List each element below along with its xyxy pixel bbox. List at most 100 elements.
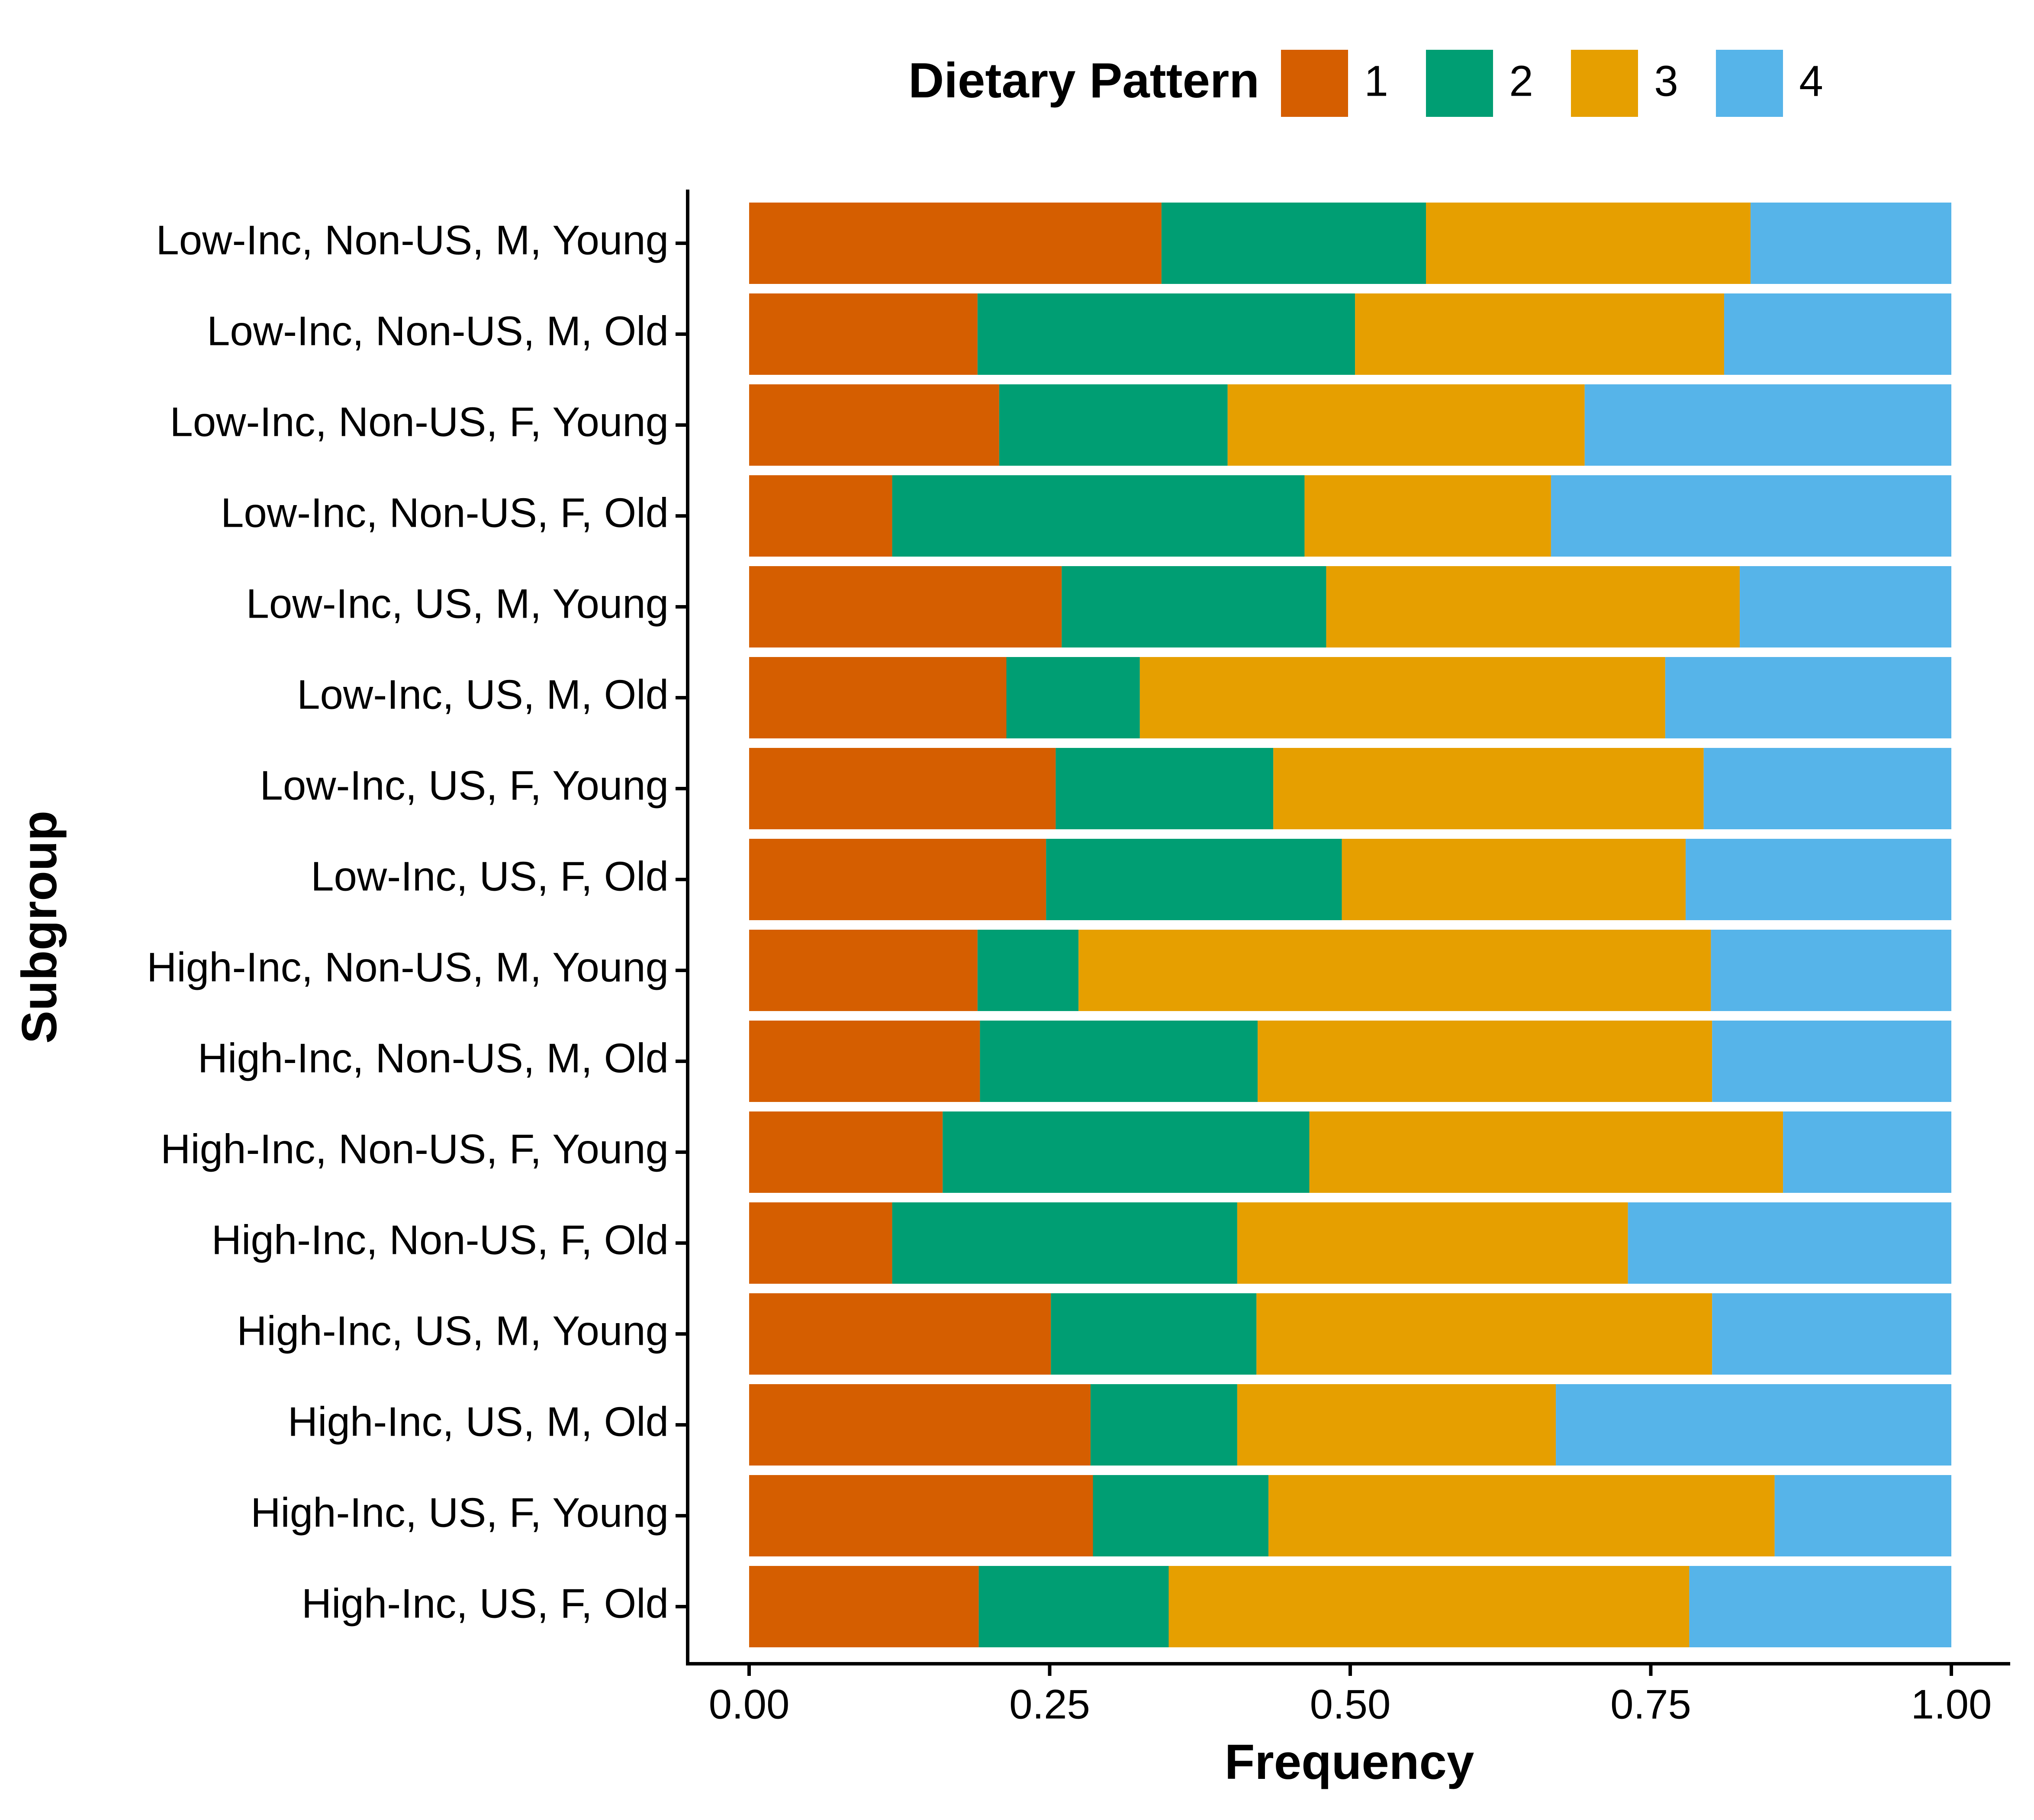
y-tick-label-high-inc-non-us-m-young: High-Inc, Non-US, M, Young [147,944,669,990]
bar-high-inc-us-m-young-pattern-1 [749,1293,1051,1375]
bar-low-inc-us-m-old-pattern-2 [1006,657,1140,738]
y-tick-label-low-inc-non-us-m-young: Low-Inc, Non-US, M, Young [156,217,669,263]
bar-low-inc-non-us-f-old-pattern-2 [892,475,1305,557]
bar-high-inc-non-us-f-old-pattern-2 [892,1202,1237,1284]
bar-low-inc-us-m-young-pattern-3 [1326,566,1740,647]
x-tick-label-0-00: 0.00 [709,1681,790,1727]
bar-high-inc-non-us-f-young-pattern-3 [1309,1111,1783,1193]
legend-swatch-1 [1281,50,1348,117]
x-tick-label-0-25: 0.25 [1009,1681,1090,1727]
y-ticks [676,242,688,1608]
bar-low-inc-non-us-f-old-pattern-3 [1304,475,1551,557]
bar-high-inc-non-us-m-young-pattern-4 [1711,930,1951,1011]
bar-high-inc-us-f-old-pattern-4 [1689,1566,1951,1647]
bar-low-inc-non-us-m-old-pattern-4 [1724,293,1951,375]
y-tick-label-high-inc-us-m-young: High-Inc, US, M, Young [237,1308,669,1354]
x-axis-title: Frequency [1225,1735,1474,1790]
bar-high-inc-non-us-m-old-pattern-4 [1712,1021,1951,1102]
bar-low-inc-us-f-young-pattern-1 [749,748,1056,829]
x-tick-label-0-75: 0.75 [1610,1681,1691,1727]
bar-high-inc-non-us-m-old-pattern-2 [980,1021,1258,1102]
x-ticks [747,1664,1953,1676]
bar-high-inc-us-f-young-pattern-1 [749,1475,1093,1556]
bar-low-inc-non-us-f-old-pattern-4 [1551,475,1951,557]
legend-label-4: 4 [1799,57,1823,105]
y-tick-label-high-inc-us-m-old: High-Inc, US, M, Old [288,1398,669,1445]
bar-low-inc-us-m-young-pattern-2 [1062,566,1326,647]
bar-low-inc-us-f-old-pattern-4 [1686,839,1951,920]
legend: Dietary Pattern 1 2 3 4 [908,50,1823,117]
bar-high-inc-us-f-old-pattern-2 [978,1566,1169,1647]
bar-high-inc-non-us-m-old-pattern-3 [1258,1021,1712,1102]
bar-high-inc-non-us-f-old-pattern-3 [1237,1202,1628,1284]
bar-high-inc-us-f-young-pattern-4 [1774,1475,1951,1556]
y-tick-label-high-inc-us-f-young: High-Inc, US, F, Young [251,1489,669,1536]
bar-low-inc-us-f-old-pattern-2 [1046,839,1342,920]
bar-high-inc-us-m-old-pattern-2 [1090,1384,1237,1466]
y-tick-label-low-inc-us-m-old: Low-Inc, US, M, Old [297,671,669,718]
bar-high-inc-non-us-m-young-pattern-2 [977,930,1079,1011]
bar-low-inc-us-f-old-pattern-3 [1342,839,1686,920]
bar-high-inc-non-us-m-old-pattern-1 [749,1021,980,1102]
y-tick-label-low-inc-us-f-old: Low-Inc, US, F, Old [311,853,669,899]
bar-low-inc-us-m-old-pattern-4 [1665,657,1951,738]
y-tick-labels: Low-Inc, Non-US, M, Young Low-Inc, Non-US… [147,217,669,1627]
bar-low-inc-us-f-young-pattern-4 [1703,748,1951,829]
bar-low-inc-us-m-young-pattern-1 [749,566,1062,647]
bar-low-inc-us-f-old-pattern-1 [749,839,1046,920]
bar-low-inc-us-f-young-pattern-2 [1056,748,1274,829]
x-tick-label-0-50: 0.50 [1310,1681,1391,1727]
legend-swatch-3 [1571,50,1638,117]
bar-high-inc-us-m-old-pattern-3 [1237,1384,1556,1466]
bar-high-inc-non-us-f-old-pattern-4 [1628,1202,1951,1284]
y-tick-label-high-inc-non-us-f-young: High-Inc, Non-US, F, Young [161,1126,669,1172]
bar-low-inc-non-us-f-young-pattern-2 [999,384,1228,466]
y-tick-label-low-inc-us-f-young: Low-Inc, US, F, Young [260,762,669,809]
bar-low-inc-non-us-f-old-pattern-1 [749,475,892,557]
bar-high-inc-us-m-old-pattern-4 [1556,1384,1951,1466]
bar-low-inc-non-us-f-young-pattern-1 [749,384,999,466]
bar-high-inc-non-us-f-old-pattern-1 [749,1202,892,1284]
bar-low-inc-us-f-young-pattern-3 [1273,748,1704,829]
bar-high-inc-us-m-young-pattern-3 [1256,1293,1712,1375]
bar-low-inc-us-m-old-pattern-1 [749,657,1007,738]
x-tick-label-1-00: 1.00 [1911,1681,1992,1727]
bar-low-inc-non-us-m-young-pattern-4 [1751,203,1951,284]
bar-high-inc-us-m-young-pattern-2 [1051,1293,1257,1375]
y-tick-label-high-inc-non-us-f-old: High-Inc, Non-US, F, Old [212,1217,669,1263]
bar-low-inc-non-us-m-young-pattern-2 [1161,203,1426,284]
legend-title: Dietary Pattern [908,53,1259,108]
y-tick-label-high-inc-us-f-old: High-Inc, US, F, Old [302,1580,669,1627]
bar-low-inc-non-us-f-young-pattern-3 [1227,384,1585,466]
legend-label-3: 3 [1654,57,1678,105]
bar-high-inc-non-us-m-young-pattern-3 [1078,930,1711,1011]
bar-high-inc-non-us-f-young-pattern-4 [1783,1111,1951,1193]
bar-low-inc-non-us-f-young-pattern-4 [1584,384,1951,466]
bar-low-inc-non-us-m-old-pattern-3 [1355,293,1724,375]
y-tick-label-low-inc-non-us-f-old: Low-Inc, Non-US, F, Old [221,490,669,536]
y-tick-label-low-inc-non-us-f-young: Low-Inc, Non-US, F, Young [170,399,669,445]
bar-high-inc-us-f-old-pattern-3 [1168,1566,1690,1647]
y-axis-title: Subgroup [12,811,67,1044]
bar-low-inc-non-us-m-old-pattern-1 [749,293,978,375]
x-tick-labels: 0.00 0.25 0.50 0.75 1.00 [709,1681,1992,1727]
legend-label-1: 1 [1364,57,1388,105]
bar-high-inc-non-us-f-young-pattern-1 [749,1111,943,1193]
bar-high-inc-non-us-m-young-pattern-1 [749,930,978,1011]
bar-high-inc-non-us-f-young-pattern-2 [943,1111,1310,1193]
bar-low-inc-non-us-m-old-pattern-2 [977,293,1355,375]
bar-low-inc-us-m-young-pattern-4 [1740,566,1951,647]
bar-high-inc-us-f-young-pattern-3 [1268,1475,1775,1556]
bar-high-inc-us-m-old-pattern-1 [749,1384,1091,1466]
bar-low-inc-non-us-m-young-pattern-1 [749,203,1162,284]
bar-low-inc-us-m-old-pattern-3 [1139,657,1665,738]
bar-high-inc-us-f-young-pattern-2 [1093,1475,1269,1556]
bar-low-inc-non-us-m-young-pattern-3 [1426,203,1751,284]
bar-high-inc-us-m-young-pattern-4 [1712,1293,1951,1375]
y-tick-label-high-inc-non-us-m-old: High-Inc, Non-US, M, Old [198,1035,669,1081]
y-tick-label-low-inc-non-us-m-old: Low-Inc, Non-US, M, Old [207,308,669,354]
legend-swatch-4 [1716,50,1783,117]
legend-label-2: 2 [1509,57,1533,105]
